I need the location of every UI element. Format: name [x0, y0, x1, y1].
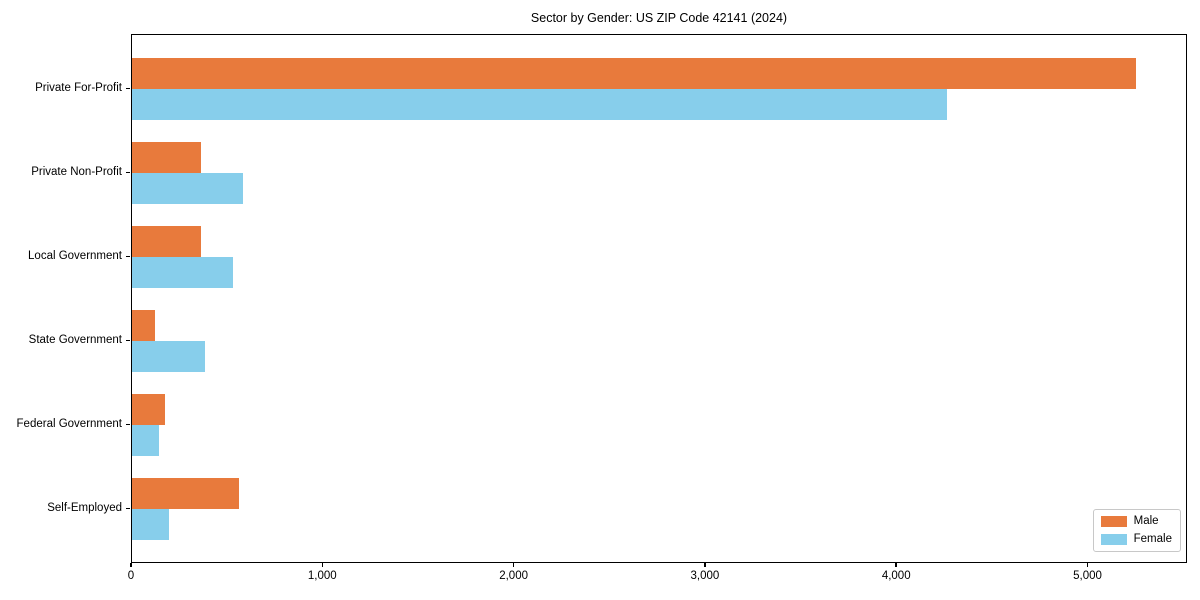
x-tick-mark-2000	[512, 563, 515, 567]
y-tick-mark-local-government	[126, 255, 130, 257]
y-tick-label-private-non-profit: Private Non-Profit	[31, 166, 122, 178]
y-tick-mark-private-non-profit	[126, 171, 130, 173]
x-tick-mark-3000	[704, 563, 706, 567]
bar-female-local-government	[132, 257, 234, 288]
bar-female-state-government	[132, 341, 205, 372]
y-tick-mark-federal-government	[126, 423, 130, 425]
legend-label-male: Male	[1133, 515, 1159, 527]
y-tick-label-state-government: State Government	[28, 334, 122, 346]
legend-item-female: Female	[1100, 533, 1172, 546]
bar-male-federal-government	[132, 394, 165, 425]
bar-male-private-for-profit	[132, 58, 1137, 89]
chart-title: Sector by Gender: US ZIP Code 42141 (202…	[530, 11, 788, 25]
x-tick-label-2000: 2,000	[499, 570, 528, 582]
x-tick-label-0: 0	[127, 570, 135, 582]
bar-male-state-government	[132, 310, 155, 341]
bar-female-self-employed	[132, 509, 170, 540]
x-tick-mark-1000	[321, 563, 324, 567]
bar-female-federal-government	[132, 425, 159, 456]
x-tick-label-4000: 4,000	[881, 570, 911, 582]
bar-male-local-government	[132, 226, 201, 257]
bar-female-private-non-profit	[132, 173, 243, 204]
bar-female-private-for-profit	[132, 89, 947, 120]
x-tick-label-3000: 3,000	[690, 570, 720, 582]
legend-label-female: Female	[1133, 533, 1172, 545]
bar-male-private-non-profit	[132, 142, 201, 173]
bar-male-self-employed	[132, 478, 240, 509]
plot-area: Male Female	[131, 34, 1187, 563]
y-tick-label-self-employed: Self-Employed	[47, 502, 122, 514]
legend-swatch-female	[1100, 534, 1127, 545]
y-tick-label-local-government: Local Government	[28, 250, 122, 262]
legend-swatch-male	[1100, 516, 1127, 527]
x-tick-mark-0	[130, 563, 132, 567]
x-tick-label-5000: 5,000	[1073, 570, 1102, 582]
legend: Male Female	[1092, 509, 1181, 552]
y-tick-mark-private-for-profit	[126, 87, 130, 89]
legend-item-male: Male	[1100, 515, 1172, 528]
x-tick-label-1000: 1,000	[307, 570, 337, 582]
x-tick-mark-4000	[895, 563, 897, 567]
x-tick-mark-5000	[1086, 563, 1089, 567]
y-tick-label-private-for-profit: Private For-Profit	[35, 82, 122, 94]
y-tick-label-federal-government: Federal Government	[16, 418, 122, 430]
y-tick-mark-state-government	[126, 339, 130, 341]
y-tick-mark-self-employed	[126, 507, 130, 509]
